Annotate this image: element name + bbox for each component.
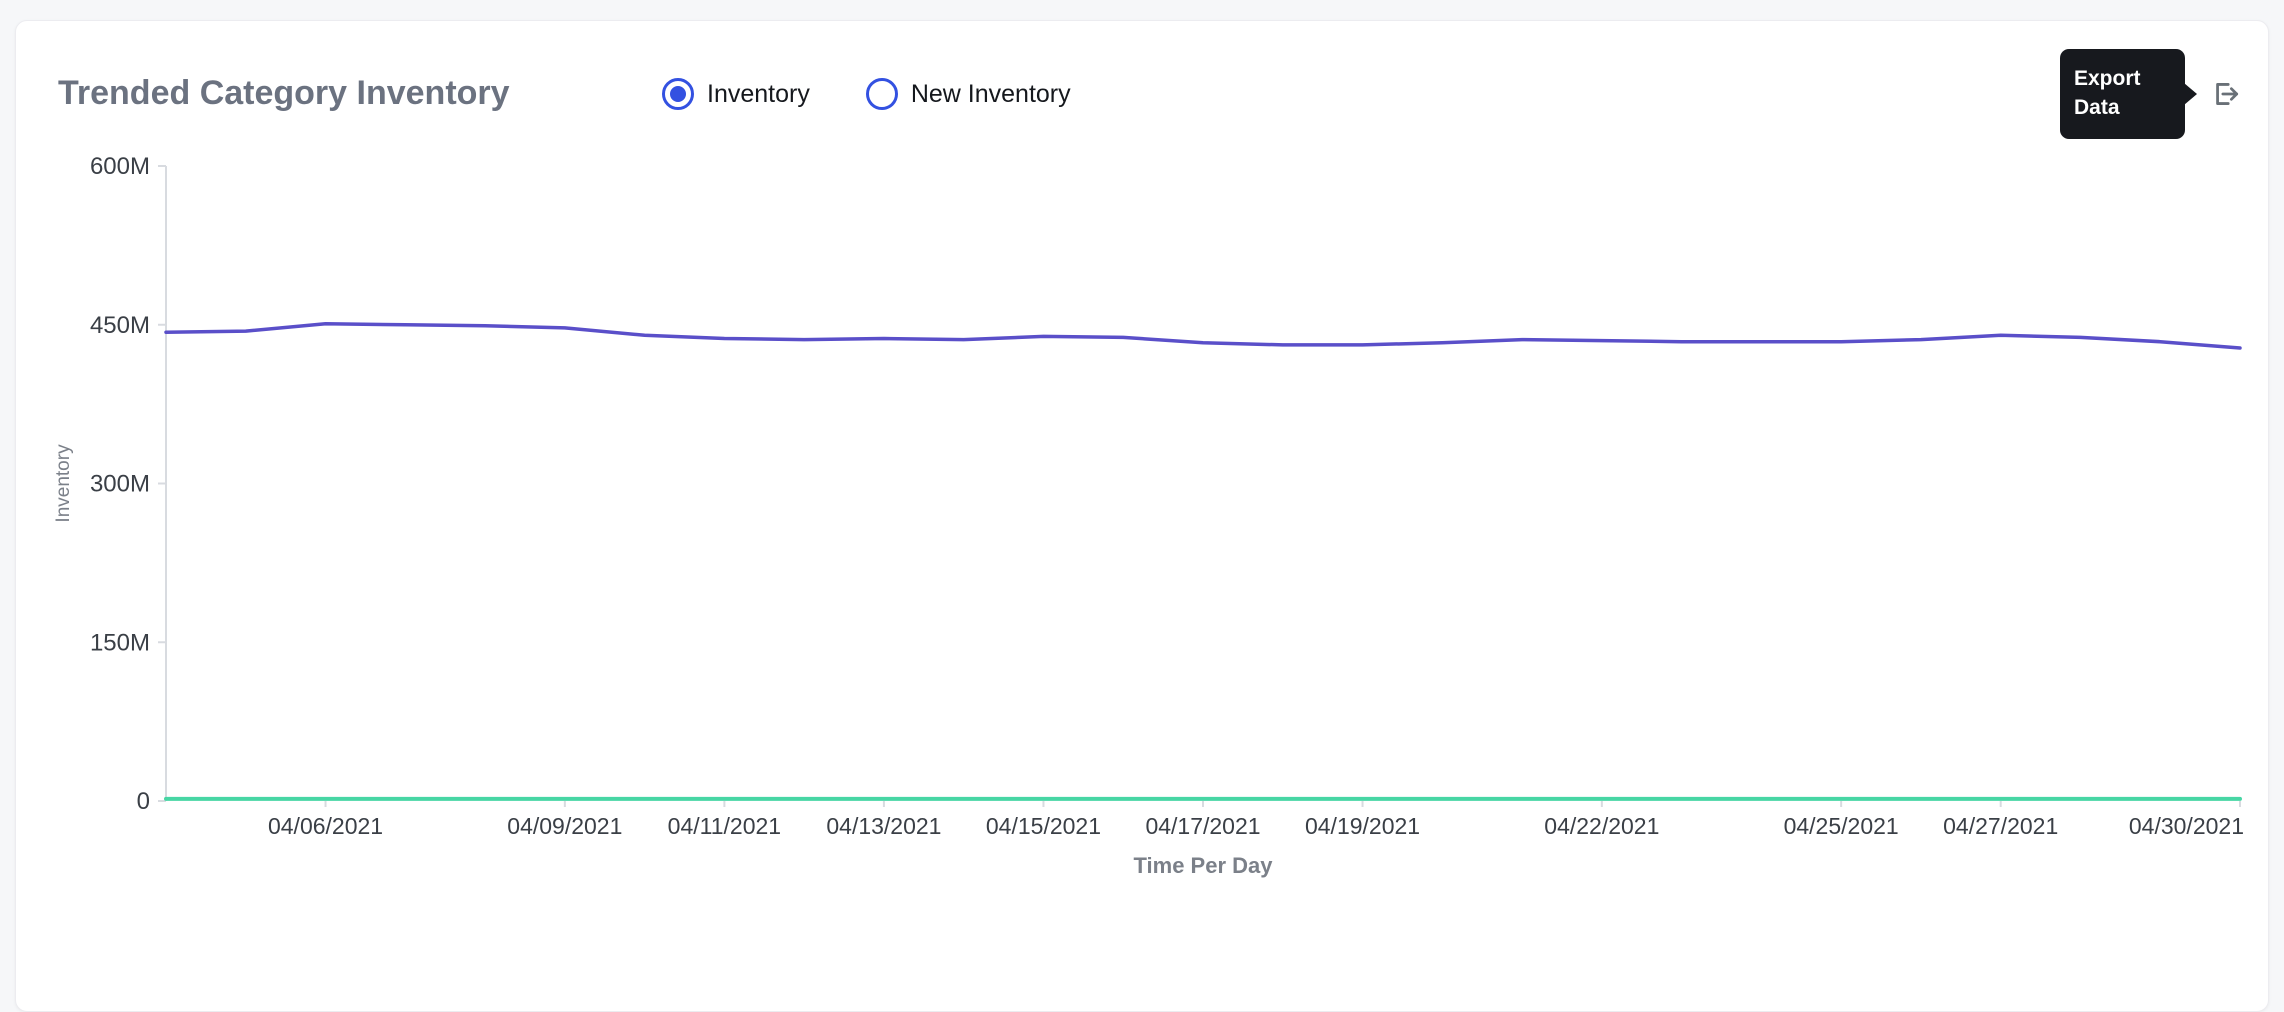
x-tick-label: 04/13/2021 — [826, 813, 941, 839]
radio-selected-icon — [662, 78, 694, 110]
x-tick-label: 04/11/2021 — [668, 813, 781, 839]
y-tick-label: 450M — [90, 312, 150, 339]
chart-title: Trended Category Inventory — [58, 74, 510, 112]
radio-unselected-icon — [865, 78, 898, 110]
x-axis-title: Time Per Day — [1133, 853, 1273, 878]
x-tick-label: 04/27/2021 — [1943, 813, 2058, 839]
x-tick-label: 04/19/2021 — [1305, 813, 1420, 839]
y-axis-title: Inventory — [53, 444, 74, 523]
x-tick-label: 04/25/2021 — [1784, 813, 1899, 839]
x-tick-label: 04/17/2021 — [1145, 813, 1260, 839]
radio-inventory-label: Inventory — [707, 79, 810, 108]
inventory-line-chart[interactable]: 0 150M 300M 450M 600M 04/06/2021 04/09/2021 04/… — [16, 141, 2268, 911]
export-tooltip: Export Data — [2060, 49, 2185, 139]
x-tick-label: 04/06/2021 — [268, 813, 383, 839]
x-tick-label: 04/15/2021 — [986, 813, 1101, 839]
y-tick-label: 150M — [90, 629, 150, 656]
chart-card: Trended Category Inventory Inventory New… — [15, 20, 2269, 1012]
series-radio-group: Inventory New Inventory — [662, 75, 1071, 113]
radio-new-inventory-label: New Inventory — [910, 79, 1071, 108]
x-tick-label: 04/09/2021 — [507, 813, 622, 839]
x-tick-label: 04/22/2021 — [1544, 813, 1659, 839]
y-tick-label: 600M — [90, 153, 150, 180]
tooltip-caret — [2184, 83, 2197, 105]
series-line-inventory — [164, 321, 2242, 350]
radio-inventory[interactable]: Inventory — [662, 78, 810, 110]
y-tick-label: 0 — [137, 788, 150, 815]
x-tick-label: 04/30/2021 — [2129, 813, 2244, 839]
export-icon — [2216, 83, 2239, 105]
y-tick-label: 300M — [90, 471, 150, 498]
export-button[interactable] — [2208, 77, 2242, 111]
radio-new-inventory[interactable]: New Inventory — [865, 78, 1071, 110]
